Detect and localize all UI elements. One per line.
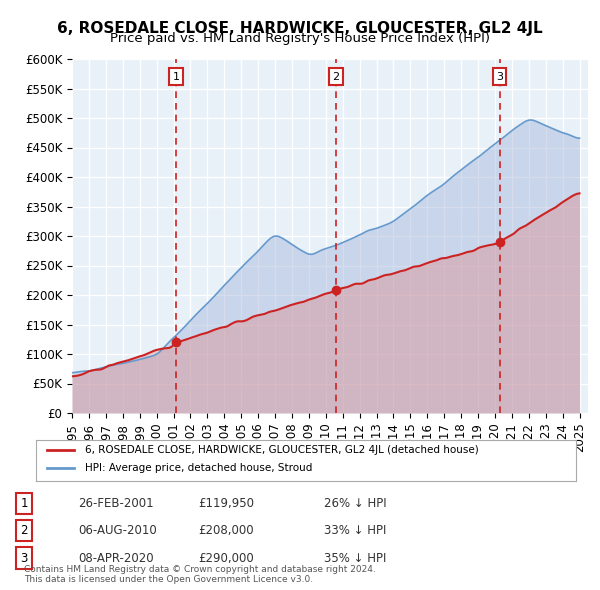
Text: 1: 1 — [20, 497, 28, 510]
Text: £119,950: £119,950 — [198, 497, 254, 510]
Text: 6, ROSEDALE CLOSE, HARDWICKE, GLOUCESTER, GL2 4JL (detached house): 6, ROSEDALE CLOSE, HARDWICKE, GLOUCESTER… — [85, 445, 478, 455]
Text: 26-FEB-2001: 26-FEB-2001 — [78, 497, 154, 510]
Text: £290,000: £290,000 — [198, 552, 254, 565]
Text: £208,000: £208,000 — [198, 524, 254, 537]
Text: 3: 3 — [496, 72, 503, 81]
Text: 1: 1 — [173, 72, 179, 81]
Text: 3: 3 — [20, 552, 28, 565]
Text: 6, ROSEDALE CLOSE, HARDWICKE, GLOUCESTER, GL2 4JL: 6, ROSEDALE CLOSE, HARDWICKE, GLOUCESTER… — [57, 21, 543, 35]
Text: 33% ↓ HPI: 33% ↓ HPI — [324, 524, 386, 537]
Text: HPI: Average price, detached house, Stroud: HPI: Average price, detached house, Stro… — [85, 464, 312, 473]
Text: 08-APR-2020: 08-APR-2020 — [78, 552, 154, 565]
Text: Price paid vs. HM Land Registry's House Price Index (HPI): Price paid vs. HM Land Registry's House … — [110, 32, 490, 45]
Text: 35% ↓ HPI: 35% ↓ HPI — [324, 552, 386, 565]
Text: 26% ↓ HPI: 26% ↓ HPI — [324, 497, 386, 510]
Text: 2: 2 — [20, 524, 28, 537]
Text: 2: 2 — [332, 72, 340, 81]
Text: Contains HM Land Registry data © Crown copyright and database right 2024.
This d: Contains HM Land Registry data © Crown c… — [24, 565, 376, 584]
Text: 06-AUG-2010: 06-AUG-2010 — [78, 524, 157, 537]
